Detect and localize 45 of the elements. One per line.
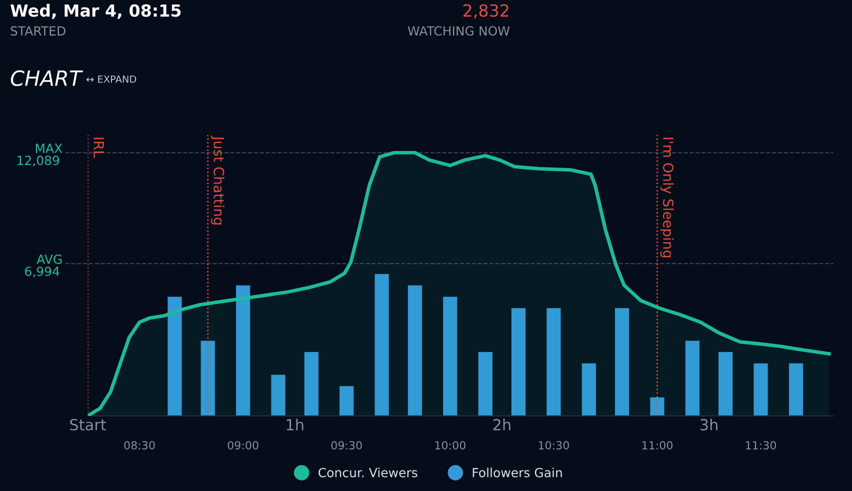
- bar: [236, 285, 250, 416]
- x-tick-label: 08:30: [124, 441, 155, 450]
- bar: [304, 352, 318, 416]
- text: CHART: [10, 70, 84, 86]
- ref-line-label: Just Chatting: [210, 136, 224, 225]
- bar: [650, 397, 664, 416]
- bar: [478, 352, 492, 416]
- bar: [582, 363, 596, 416]
- x-tick-label: 10:30: [538, 441, 569, 450]
- text: STARTED: [10, 26, 66, 36]
- x2-tick-label: 3h: [700, 418, 718, 430]
- bar: [271, 374, 286, 416]
- x2-tick-label: Start: [70, 418, 106, 430]
- bar: [408, 285, 422, 416]
- bar: [718, 352, 733, 416]
- y-tick-label: 6,994: [25, 266, 60, 278]
- bar: [443, 296, 458, 416]
- ref-line-label: MAX: [36, 144, 62, 153]
- bar: [788, 363, 804, 416]
- text: WATCHING NOW: [408, 26, 510, 36]
- bar: [614, 308, 630, 416]
- ref-line-label: AVG: [36, 254, 62, 264]
- x2-tick-label: 2h: [493, 418, 510, 430]
- bar: [200, 340, 215, 416]
- text: ↔ EXPAND: [86, 76, 136, 83]
- x-tick-label: 11:30: [746, 441, 776, 450]
- x-tick-label: 09:30: [331, 441, 362, 450]
- x-tick-label: 10:00: [435, 441, 466, 450]
- text: Wed, Mar 4, 08:15: [10, 4, 181, 19]
- bar: [546, 308, 561, 416]
- bar: [168, 296, 182, 416]
- x2-tick-label: 1h: [286, 418, 304, 430]
- y-tick-label: 12,089: [18, 156, 60, 166]
- x-tick-label: 11:00: [642, 441, 673, 450]
- bar: [340, 386, 354, 416]
- bar: [685, 340, 700, 416]
- bar: [511, 308, 526, 416]
- bar: [374, 274, 389, 416]
- ref-line-label: IRL: [94, 138, 104, 158]
- x-tick-label: 09:00: [228, 441, 258, 450]
- text: 2,832: [464, 4, 508, 19]
- bar: [754, 363, 768, 416]
- legend-label: Followers Gain: [472, 468, 562, 478]
- legend-label: Concur. Viewers: [318, 468, 418, 478]
- ref-line-label: I'm Only Sleeping: [660, 138, 674, 258]
